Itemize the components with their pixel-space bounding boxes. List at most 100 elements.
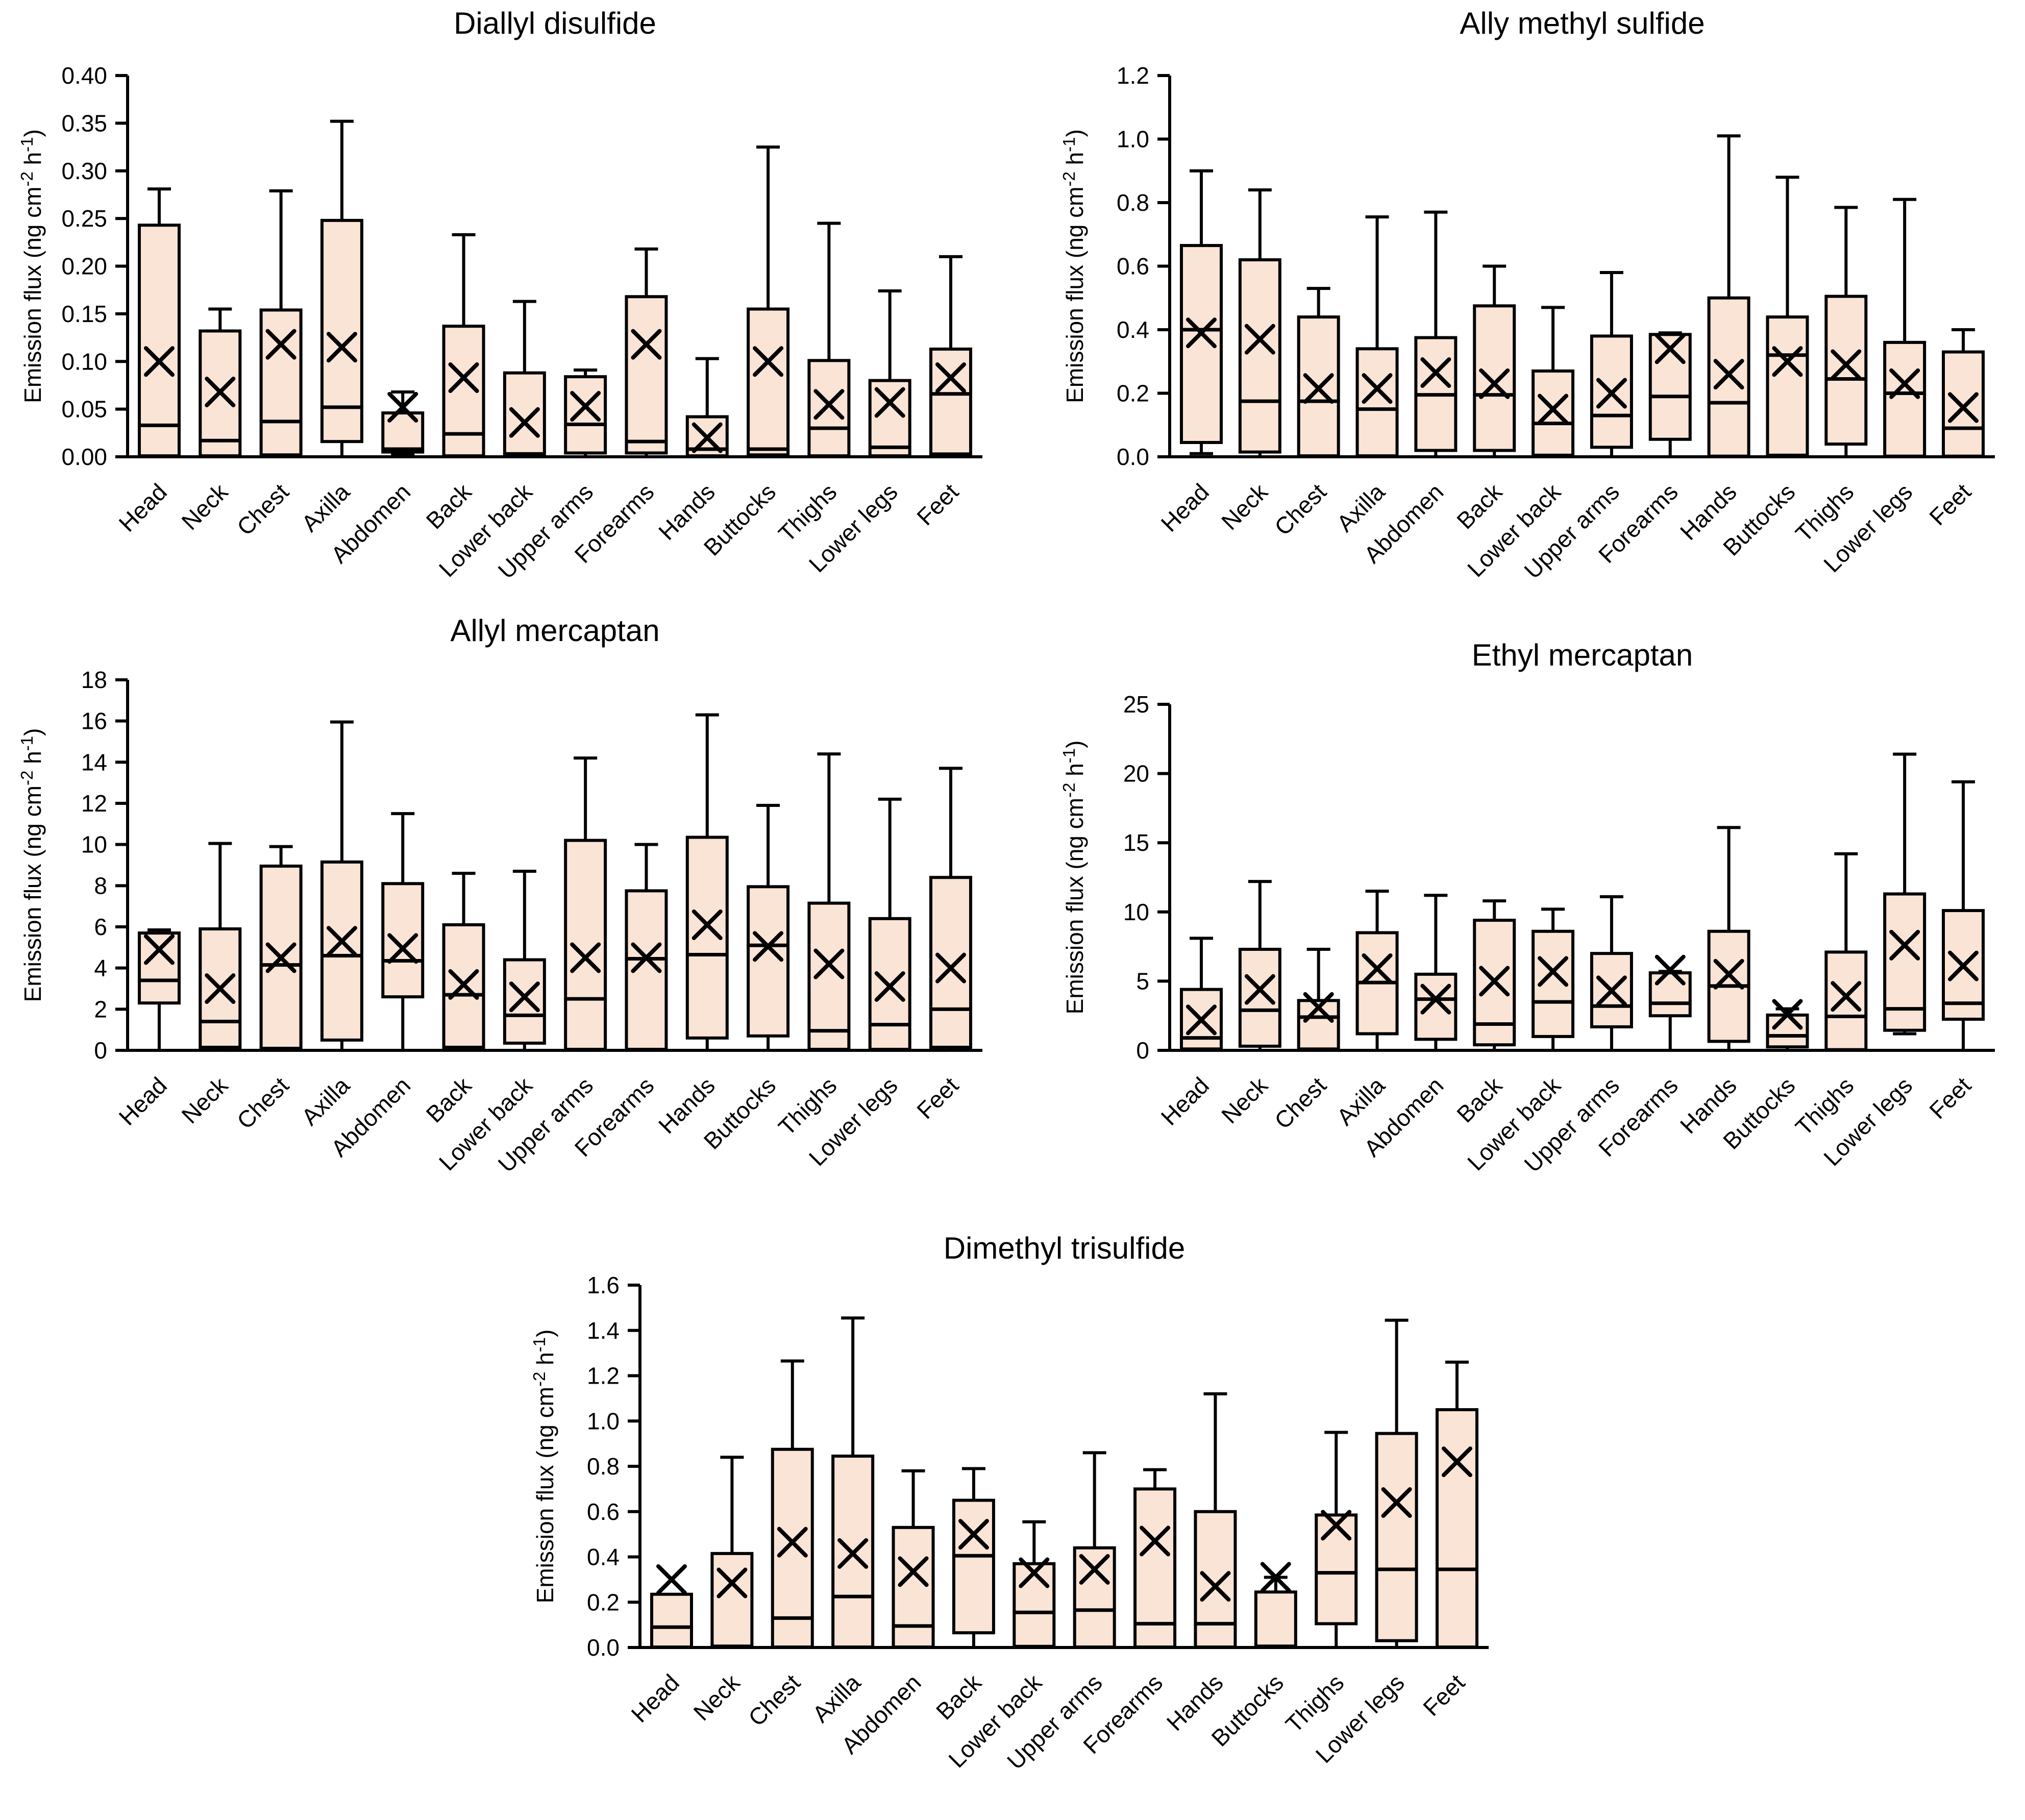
category-label: Back — [931, 1669, 987, 1725]
y-tick-label: 10 — [81, 831, 107, 858]
box-lower-legs — [1883, 340, 1927, 458]
chart-title: Diallyl disulfide — [454, 6, 656, 40]
mean-marker — [1200, 1571, 1231, 1602]
mean-marker — [1186, 317, 1217, 349]
y-tick-label: 0.10 — [61, 348, 107, 375]
box-buttocks — [1766, 315, 1809, 457]
box-lower-legs — [1375, 1432, 1418, 1642]
category-label: Neck — [176, 1072, 233, 1129]
mean-marker — [813, 389, 845, 420]
mean-marker — [1948, 392, 1979, 423]
mean-marker — [935, 362, 966, 393]
category-label: Head — [114, 1072, 172, 1130]
box-thighs — [1824, 294, 1868, 446]
mean-marker — [631, 942, 662, 973]
y-tick-label: 14 — [81, 749, 107, 775]
box-axilla — [320, 860, 363, 1042]
mean-marker — [1079, 1554, 1110, 1585]
category-label: Chest — [232, 478, 294, 540]
mean-marker — [692, 422, 723, 453]
category-label: Neck — [1216, 1072, 1273, 1129]
box-abdomen — [892, 1526, 935, 1649]
mean-marker — [570, 942, 601, 973]
y-tick-label: 5 — [1136, 968, 1149, 994]
y-tick-label: 0.0 — [587, 1634, 620, 1661]
chart-title: Ally methyl sulfide — [1460, 6, 1705, 40]
mean-marker — [1538, 956, 1569, 987]
y-tick-label: 0.6 — [587, 1498, 620, 1525]
category-label: Head — [1156, 478, 1215, 537]
y-tick-label: 12 — [81, 790, 107, 817]
y-tick-label: 0.8 — [1117, 189, 1149, 216]
mean-marker — [1713, 359, 1744, 390]
mean-marker — [387, 391, 418, 423]
mean-marker — [570, 391, 601, 422]
y-tick-label: 15 — [1123, 829, 1149, 856]
y-axis-label: Emission flux (ng cm-2 h-1) — [17, 129, 46, 403]
mean-marker — [205, 377, 236, 408]
mean-marker — [1442, 1446, 1472, 1478]
y-tick-label: 0.00 — [61, 444, 107, 470]
mean-marker — [1420, 983, 1451, 1015]
chart-svg: Ally methyl sulfide 0.0 0.2 0.4 0.6 0.8 1.0 1.2… — [1059, 6, 1995, 584]
mean-marker — [1019, 1557, 1050, 1588]
category-label: Back — [421, 1072, 477, 1128]
mean-marker — [1654, 333, 1686, 364]
chart-svg: Allyl mercaptan 0 2 4 6 8 10 12 14 16 18 Emission f… — [17, 613, 982, 1177]
mean-marker — [631, 329, 662, 360]
mean-marker — [1654, 954, 1686, 986]
box-forearms — [625, 295, 668, 455]
chart-title: Dimethyl trisulfide — [944, 1231, 1185, 1265]
y-tick-label: 1.4 — [587, 1317, 620, 1344]
category-label: Neck — [176, 478, 233, 535]
box-back — [1473, 304, 1516, 452]
box-chest — [1297, 315, 1340, 458]
y-tick-label: 20 — [1123, 760, 1149, 787]
category-label: Neck — [1216, 478, 1273, 535]
box-lower-back — [1532, 369, 1575, 457]
y-tick-label: 0.4 — [587, 1544, 620, 1570]
box-buttocks — [1766, 1013, 1809, 1049]
y-tick-label: 4 — [94, 955, 107, 981]
y-tick-label: 0.20 — [61, 253, 107, 280]
category-label: Head — [626, 1669, 685, 1728]
y-tick-label: 0.40 — [61, 62, 107, 89]
mean-marker — [265, 942, 297, 973]
box-head — [138, 931, 181, 1005]
y-axis-label: Emission flux (ng cm-2 h-1) — [17, 728, 46, 1002]
y-axis-label: Emission flux (ng cm-2 h-1) — [1059, 741, 1088, 1015]
mean-marker — [1362, 953, 1393, 984]
mean-marker — [898, 1556, 929, 1587]
mean-marker — [1303, 373, 1334, 404]
mean-marker — [1244, 974, 1275, 1005]
mean-marker — [753, 931, 784, 962]
box-thighs — [807, 359, 851, 458]
category-label: Feet — [911, 1072, 964, 1124]
mean-marker — [1596, 975, 1627, 1006]
box-forearms — [1648, 971, 1692, 1018]
y-tick-label: 8 — [94, 872, 107, 899]
box-lower-back — [1013, 1562, 1056, 1648]
mean-marker — [1420, 357, 1451, 388]
y-tick-label: 0.8 — [587, 1453, 620, 1480]
category-label: Axilla — [296, 478, 355, 537]
y-tick-label: 2 — [94, 996, 107, 1022]
mean-marker — [958, 1519, 989, 1550]
y-tick-label: 0.0 — [1117, 444, 1149, 470]
mean-marker — [1538, 393, 1569, 425]
chart-svg: Dimethyl trisulfide 0.0 0.2 0.4 0.6 0.8 1.0 1.2… — [530, 1231, 1489, 1775]
mean-marker — [1381, 1487, 1412, 1518]
category-label: Chest — [232, 1072, 294, 1134]
box-upper-arms — [564, 375, 607, 455]
category-label: Head — [1156, 1072, 1215, 1130]
category-label: Neck — [688, 1669, 746, 1726]
mean-marker — [326, 332, 357, 363]
mean-marker — [1479, 368, 1510, 399]
chart-title: Allyl mercaptan — [450, 613, 659, 648]
y-tick-label: 0.15 — [61, 301, 107, 327]
mean-marker — [874, 971, 905, 1002]
mean-marker — [656, 1564, 687, 1595]
chart-diallyl-disulfide: Diallyl disulfide 0.00 0.05 0.10 0.15 0.20 0.2… — [0, 0, 1013, 602]
mean-marker — [387, 933, 418, 964]
